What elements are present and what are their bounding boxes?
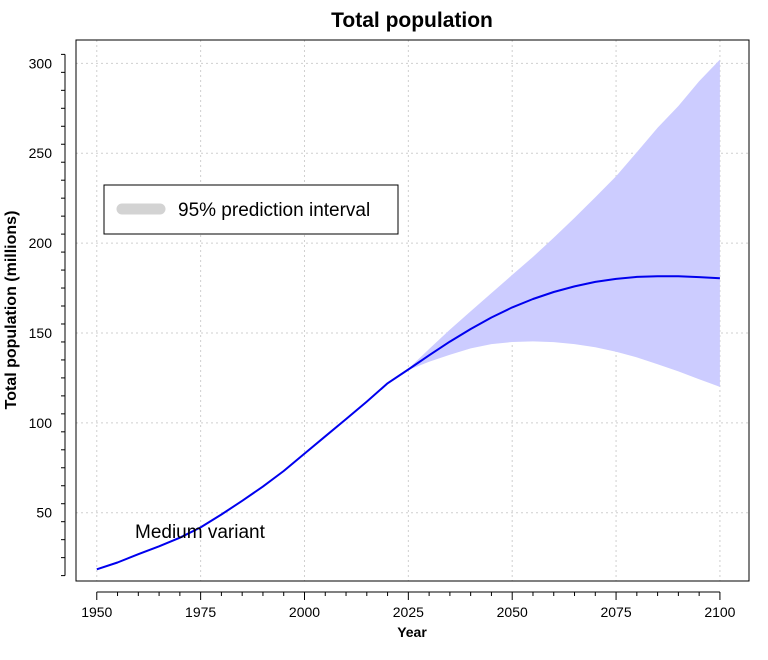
chart-title: Total population [331, 9, 493, 32]
y-tick-label: 200 [29, 235, 53, 251]
legend: 95% prediction interval [103, 184, 399, 235]
prediction-interval-band-layer [408, 59, 720, 387]
y-tick-label: 300 [29, 55, 53, 71]
y-tick-label: 50 [36, 505, 52, 521]
x-tick-label: 2025 [393, 604, 424, 620]
median-line [96, 275, 720, 571]
x-tick-label: 1950 [81, 604, 112, 620]
x-axis: 1950 1975 2000 2025 2050 2075 2100 [81, 591, 736, 620]
x-tick-label: 2075 [600, 604, 631, 620]
x-tick-label: 2000 [289, 604, 320, 620]
y-tick-label: 100 [29, 415, 53, 431]
y-tick-label: 150 [29, 325, 53, 341]
x-tick-label: 1975 [185, 604, 216, 620]
legend-label: 95% prediction interval [178, 200, 370, 221]
median-line-layer [96, 275, 720, 571]
x-tick-label: 2100 [704, 604, 735, 620]
x-tick-label: 2050 [497, 604, 528, 620]
y-axis-title: Total population (millions) [3, 211, 20, 410]
y-tick-label: 250 [29, 145, 53, 161]
medium-variant-label: Medium variant [135, 522, 266, 543]
y-axis: 50 100 150 200 250 300 [29, 53, 66, 577]
plot-frame [75, 39, 750, 582]
x-axis-title: Year [397, 624, 427, 640]
prediction-interval-band [408, 59, 720, 387]
